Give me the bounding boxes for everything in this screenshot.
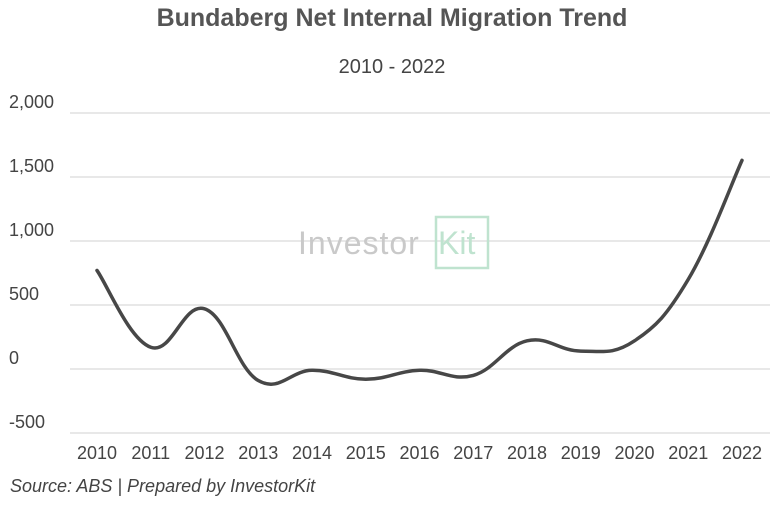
watermark-logo: Investor Kit [298, 215, 490, 270]
x-tick-label: 2019 [561, 443, 601, 463]
chart-subtitle: 2010 - 2022 [338, 56, 446, 78]
source-note: Source: ABS | Prepared by InvestorKit [10, 476, 316, 496]
x-axis-ticks: 2010 2011 2012 2013 2014 2015 2016 2017 2018 2019… [77, 443, 762, 463]
y-tick-label: 2,000 [9, 92, 54, 112]
x-tick-label: 2010 [77, 443, 117, 463]
x-tick-label: 2018 [507, 443, 547, 463]
x-tick-label: 2011 [131, 443, 170, 463]
x-tick-label: 2013 [238, 443, 278, 463]
x-tick-label: 2022 [722, 443, 762, 463]
y-tick-label: -500 [9, 412, 45, 432]
x-tick-label: 2014 [292, 443, 332, 463]
y-tick-label: 0 [9, 348, 19, 368]
x-tick-label: 2021 [668, 443, 708, 463]
y-tick-label: 500 [9, 284, 39, 304]
y-tick-label: 1,000 [9, 220, 54, 240]
x-tick-label: 2016 [399, 443, 439, 463]
y-axis-ticks: -500 0 500 1,000 1,500 2,000 [9, 92, 54, 432]
watermark-kit-text: Kit [438, 225, 475, 261]
series-group [95, 158, 744, 386]
x-tick-label: 2017 [453, 443, 493, 463]
x-tick-label: 2015 [346, 443, 386, 463]
watermark-text: Investor [298, 225, 420, 261]
x-tick-label: 2012 [184, 443, 224, 463]
watermark-box [434, 215, 490, 270]
gridlines [70, 112, 770, 434]
x-tick-label: 2020 [614, 443, 654, 463]
y-tick-label: 1,500 [9, 156, 54, 176]
chart-title: Bundaberg Net Internal Migration Trend [156, 4, 628, 32]
series-line [95, 158, 744, 386]
